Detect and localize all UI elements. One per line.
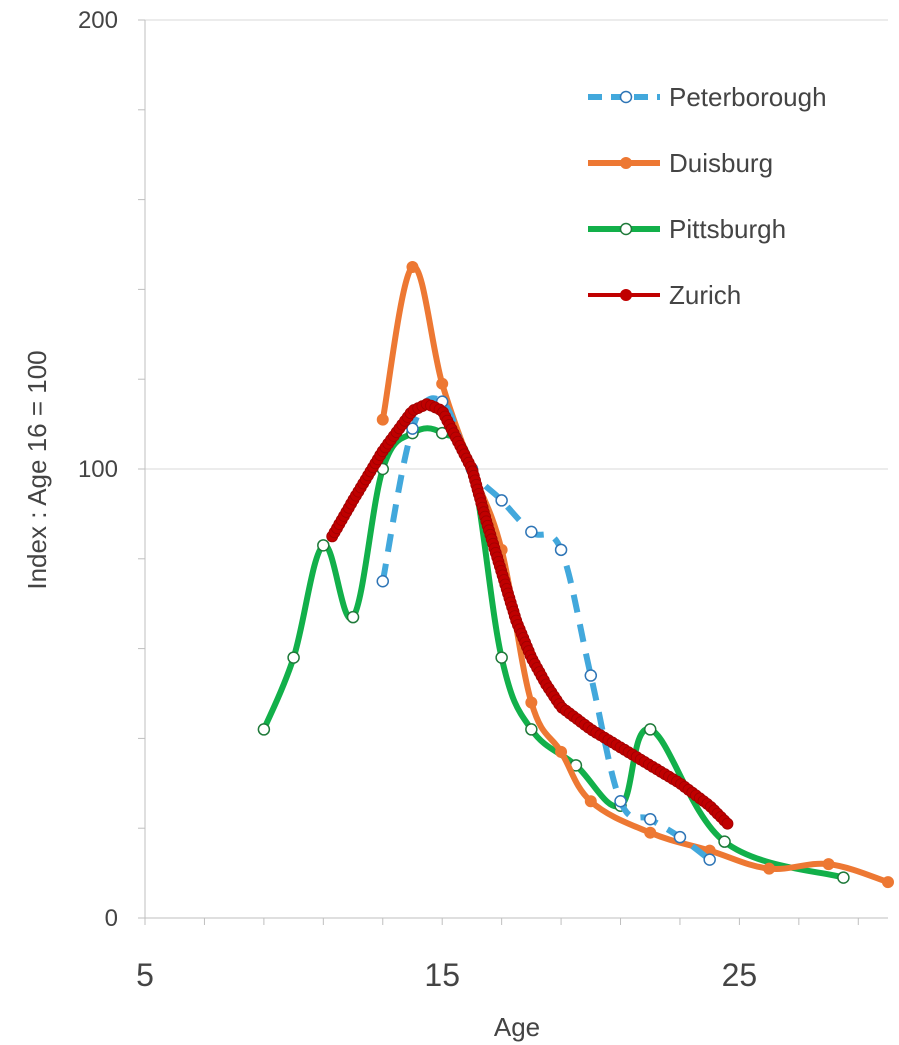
data-point (436, 377, 449, 390)
x-tick-label: 15 (424, 957, 460, 993)
data-point (495, 494, 508, 507)
y-tick-label: 100 (78, 456, 118, 483)
data-point (721, 817, 734, 830)
data-point (346, 610, 360, 624)
legend-marker (619, 222, 633, 236)
legend-item-pittsburgh: Pittsburgh (588, 214, 786, 244)
legend-label-peterborough: Peterborough (669, 82, 827, 112)
data-point (525, 525, 538, 539)
legend: Peterborough Duisburg Pittsburgh Zurich (588, 82, 827, 310)
data-point (822, 858, 835, 871)
data-point (763, 862, 776, 875)
data-point (673, 830, 687, 844)
data-point (584, 795, 597, 808)
legend-label-pittsburgh: Pittsburgh (669, 214, 786, 244)
data-point (495, 651, 508, 664)
axes: 0 100 200 5 15 25 (78, 7, 888, 993)
y-axis-title: Index : Age 16 = 100 (22, 350, 52, 589)
legend-item-duisburg: Duisburg (588, 148, 773, 178)
y-tick-label: 0 (105, 905, 118, 932)
data-point (406, 422, 419, 435)
y-tick-label: 200 (78, 7, 118, 34)
legend-item-peterborough: Peterborough (588, 82, 827, 112)
series-line-duisburg (379, 263, 891, 886)
legend-marker (619, 90, 633, 104)
data-point (257, 723, 271, 736)
x-tick-label: 5 (136, 957, 154, 993)
legend-label-zurich: Zurich (669, 280, 741, 310)
data-point (525, 723, 538, 736)
x-axis-title: Age (494, 1012, 540, 1042)
data-point (525, 696, 538, 709)
data-point (555, 745, 568, 758)
legend-item-zurich: Zurich (588, 280, 741, 310)
data-point (643, 812, 657, 826)
data-point (882, 876, 894, 889)
data-point (554, 543, 568, 557)
series-line-zurich (330, 400, 730, 826)
data-point (317, 539, 330, 552)
series-duisburg (376, 260, 894, 889)
data-point (376, 413, 389, 426)
series-line-peterborough (379, 395, 712, 863)
series-peterborough (376, 395, 716, 866)
series-lines (257, 260, 894, 889)
gridlines (145, 19, 888, 470)
data-point (643, 723, 657, 736)
data-point (376, 575, 390, 588)
legend-marker (620, 157, 632, 169)
data-point (614, 795, 627, 808)
data-point (644, 826, 657, 839)
data-point (703, 853, 716, 866)
data-point (406, 260, 419, 273)
legend-label-duisburg: Duisburg (669, 148, 773, 178)
data-point (718, 835, 731, 848)
data-point (287, 651, 300, 664)
data-point (584, 669, 598, 682)
legend-marker (620, 289, 632, 301)
x-tick-label: 25 (722, 957, 758, 993)
series-zurich (326, 398, 734, 830)
data-point (837, 871, 850, 884)
series-pittsburgh (257, 425, 850, 884)
